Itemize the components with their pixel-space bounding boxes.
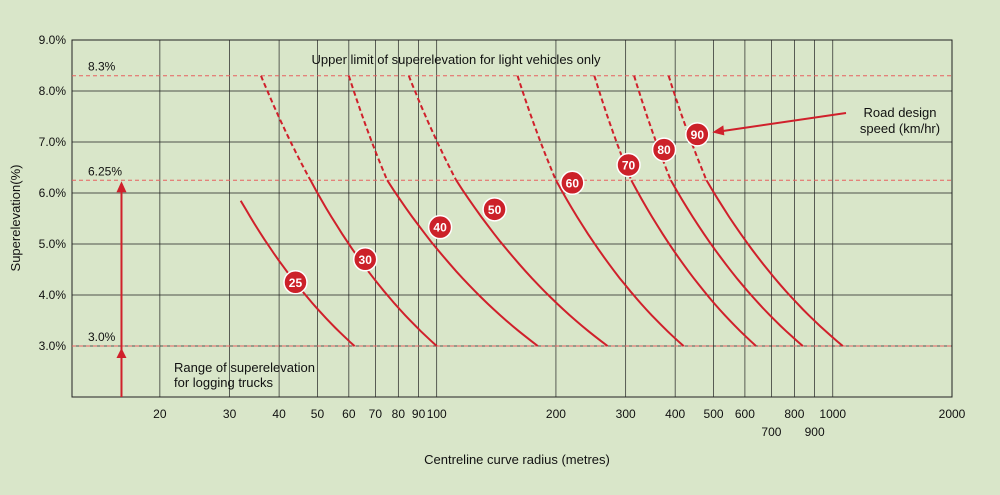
x-tick-label: 900 [805,425,825,439]
speed-curve-80 [669,179,804,347]
x-tick-label: 80 [392,407,406,421]
speed-marker-50 [482,197,507,222]
speed-curve-dashed-60 [516,75,557,181]
speed-marker-label: 60 [566,176,580,190]
speed-marker-label: 90 [691,128,705,142]
speed-marker-70 [616,152,641,178]
design-speed-arrow [720,112,847,133]
reference-line-label: 3.0% [88,330,116,344]
x-tick-label: 800 [784,407,804,421]
speed-marker-label: 40 [433,221,447,235]
reference-line-label: 6.25% [88,164,122,178]
reference-lines: 8.3% 6.25% 3.0% [72,60,952,347]
speed-curve-dashed-40 [347,75,389,181]
y-tick-label: 6.0% [39,186,67,200]
y-tick-label: 8.0% [39,84,67,98]
curves [239,75,844,347]
speed-curve-30 [309,179,438,347]
x-tick-label: 100 [427,407,447,421]
x-tick-label: 40 [272,407,286,421]
speed-marker-60 [560,170,585,196]
x-tick-label: 200 [546,407,566,421]
speed-marker-label: 70 [622,158,636,172]
plot-area [72,40,952,397]
speed-curve-90 [705,179,844,347]
x-tick-label: 300 [616,407,636,421]
x-tick-label: 30 [223,407,237,421]
x-tick-label: 20 [153,407,167,421]
x-tick-label: 400 [665,407,685,421]
speed-curve-60 [555,179,685,347]
logging-range-arrowhead-low [116,348,127,358]
x-tick-label: 70 [369,407,383,421]
y-tick-label: 5.0% [39,237,67,251]
tick-labels: 3.0% 4.0% 5.0% 6.0% 7.0% 8.0% 9.0% 20 30 40 50 60 70… [39,33,966,439]
speed-curve-dashed-50 [407,75,458,181]
speed-marker-25 [283,270,308,295]
logging-range-arrowhead-up [116,181,127,193]
x-tick-label: 2000 [939,407,966,421]
upper-limit-annotation: Upper limit of superelevation for light … [311,52,601,67]
speed-marker-label: 25 [289,276,303,290]
speed-marker-30 [352,247,378,272]
y-tick-label: 7.0% [39,135,67,149]
speed-curve-40 [386,179,539,347]
annotations: Upper limit of superelevation for light … [116,52,940,397]
x-tick-label: 600 [735,407,755,421]
design-speed-annotation: speed (km/hr) [860,121,940,136]
x-axis-title: Centreline curve radius (metres) [424,452,610,467]
speed-marker-label: 80 [657,143,671,157]
logging-trucks-annotation: Range of superelevation [174,360,315,375]
speed-curve-50 [455,179,609,347]
y-axis-title: Superelevation(%) [8,165,23,272]
x-tick-label: 500 [704,407,724,421]
x-tick-label: 60 [342,407,356,421]
speed-marker-40 [427,214,453,240]
speed-marker-90 [685,122,710,147]
speed-markers: 25 30 40 50 60 70 80 90 [283,122,710,295]
speed-curve-dashed-70 [593,75,633,181]
grid [71,39,953,398]
x-tick-label: 90 [412,407,426,421]
speed-curve-70 [630,179,757,347]
y-tick-label: 3.0% [39,339,67,353]
y-tick-label: 4.0% [39,288,67,302]
design-speed-annotation: Road design [864,105,937,120]
speed-marker-label: 50 [488,203,502,217]
x-tick-label: 700 [761,425,781,439]
y-tick-label: 9.0% [39,33,67,47]
reference-line-label: 8.3% [88,60,116,74]
logging-trucks-annotation: for logging trucks [174,375,273,390]
x-tick-label: 1000 [819,407,846,421]
x-tick-label: 50 [311,407,325,421]
design-speed-arrowhead [712,125,725,136]
speed-marker-label: 30 [359,253,373,267]
speed-curve-dashed-30 [260,75,312,181]
speed-marker-80 [651,137,677,162]
speed-curve-dashed-80 [633,75,672,181]
